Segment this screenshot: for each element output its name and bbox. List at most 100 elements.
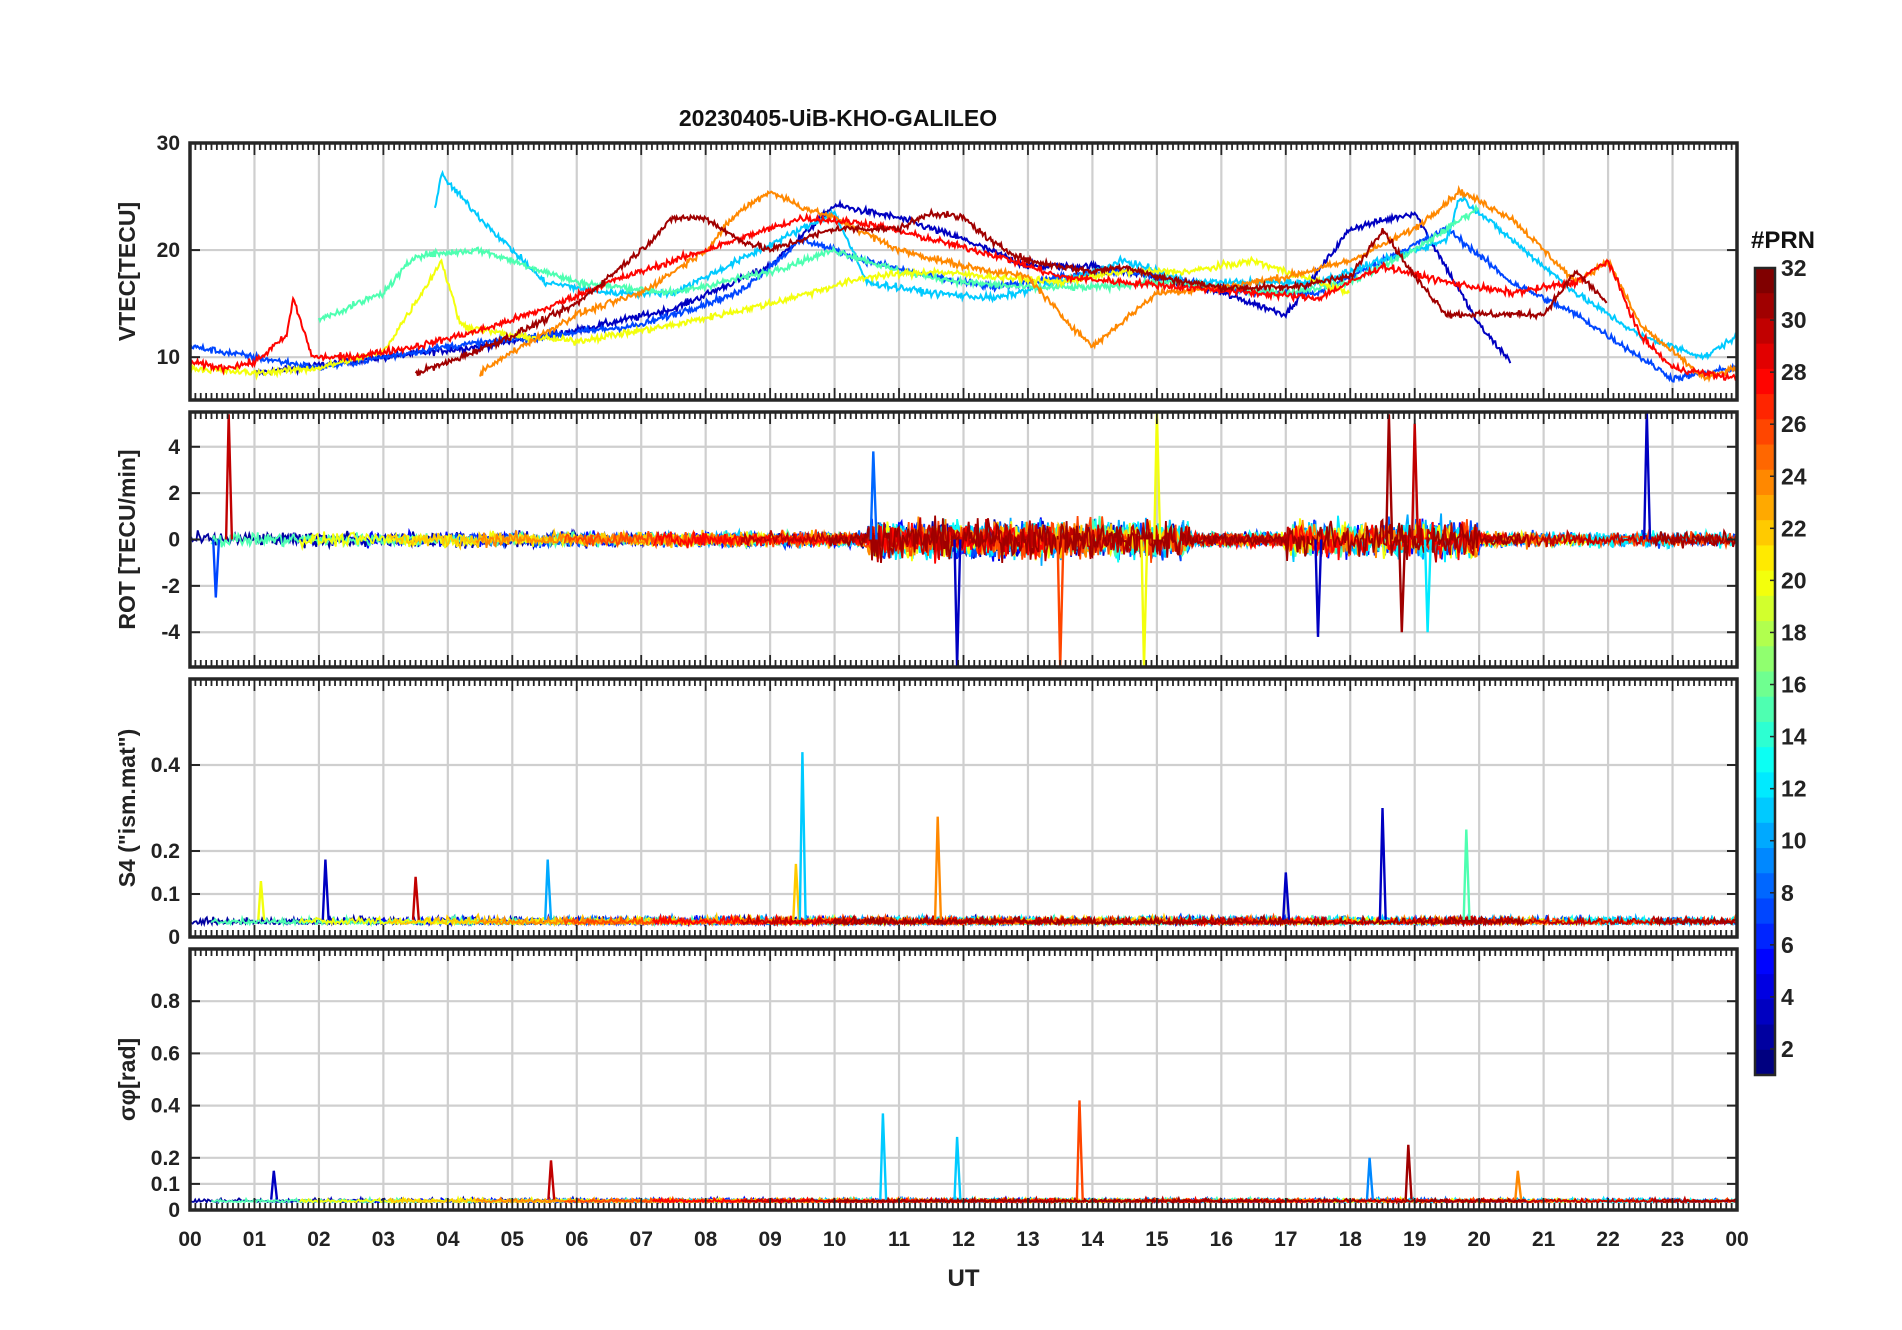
x-tick-label: 17 [1274, 1228, 1297, 1251]
colorbar-cell [1755, 646, 1775, 673]
y-axis-label: σφ[rad] [114, 1038, 140, 1121]
x-tick-label: 03 [372, 1228, 395, 1251]
colorbar-tick-label: 18 [1781, 619, 1807, 645]
x-tick-label: 23 [1661, 1228, 1684, 1251]
spike-prn-24 [933, 816, 943, 920]
colorbar-tick-label: 16 [1781, 672, 1807, 698]
tick-marks [189, 679, 1738, 938]
tick-marks [189, 142, 1738, 400]
y-tick-label: 0.2 [151, 840, 180, 863]
colorbar-cell [1755, 848, 1775, 874]
y-axis-label: VTEC[TECU] [114, 202, 140, 341]
colorbar-cell [1755, 520, 1775, 547]
y-axis-label: ROT [TECU/min] [114, 449, 140, 629]
spike-prn-10 [544, 859, 553, 920]
colorbar-cell [1755, 671, 1775, 698]
series-group [190, 752, 1737, 928]
y-tick-label: 0 [168, 926, 180, 949]
y-tick-label: 0.8 [151, 990, 181, 1013]
y-tick-label: 0.4 [151, 754, 181, 777]
y-tick-label: 0 [168, 1199, 180, 1222]
tick-marks [189, 949, 1738, 1211]
spike-prn-26 [1056, 539, 1065, 667]
colorbar-cell [1755, 268, 1775, 294]
y-tick-label: 0.1 [151, 1173, 181, 1196]
y-tick-label: 20 [157, 239, 180, 262]
colorbar-tick-label: 32 [1781, 255, 1807, 281]
colorbar-cell [1755, 494, 1775, 521]
colorbar-cell [1755, 419, 1775, 446]
colorbar-cell [1755, 293, 1775, 320]
spike-prn-9 [1365, 1157, 1374, 1200]
spike-prn-31 [1385, 414, 1394, 540]
series-group [190, 169, 1737, 383]
colorbar-cell [1755, 999, 1775, 1026]
colorbar-frame [1753, 266, 1777, 1077]
spike-prn-22 [792, 863, 801, 920]
colorbar-tick-label: 6 [1781, 932, 1794, 958]
panel-2: -4 -2 0 2 4 ROT [TECU/min] [114, 410, 1739, 669]
colorbar-cell [1755, 747, 1775, 773]
colorbar-cell [1755, 318, 1775, 345]
x-tick-label: 09 [758, 1228, 781, 1251]
y-tick-label: 0.2 [151, 1147, 180, 1170]
y-tick-label: 0.4 [151, 1095, 181, 1118]
x-tick-label: 12 [952, 1228, 975, 1251]
x-tick-label: 01 [243, 1228, 267, 1251]
spike-prn-11 [879, 1113, 888, 1200]
spike-prn-20 [1153, 412, 1162, 540]
spike-prn-20 [1140, 539, 1149, 667]
colorbar-tick-label: 22 [1781, 515, 1807, 541]
series-prn-31 [414, 207, 1608, 377]
spike-prn-3 [1643, 412, 1652, 540]
y-tick-label: 30 [157, 132, 180, 155]
spike-prn-30 [411, 876, 420, 920]
series-prn-28 [190, 212, 1737, 381]
spike-prn-3 [1314, 539, 1323, 637]
colorbar-cell [1755, 923, 1775, 950]
spike-prn-12 [1423, 539, 1432, 633]
series-prn-31 [828, 515, 1737, 563]
grid [190, 949, 1737, 1210]
colorbar-cell [1755, 797, 1775, 824]
series-prn-31 [829, 913, 1737, 928]
spike-prn-3 [953, 539, 962, 667]
x-tick-label: 06 [565, 1228, 588, 1251]
x-axis-label: UT [948, 1265, 980, 1292]
x-tick-label: 13 [1016, 1228, 1039, 1251]
colorbar-tick-label: 24 [1781, 463, 1807, 489]
colorbar-tick-label: 20 [1781, 567, 1807, 593]
colorbar-cell [1755, 772, 1775, 799]
colorbar-tick-label: 26 [1781, 411, 1807, 437]
chart-title: 20230405-UiB-KHO-GALILEO [679, 105, 997, 131]
x-tick-label: 11 [888, 1228, 911, 1251]
colorbar-cell [1755, 721, 1775, 748]
series-prn-20 [190, 255, 1351, 381]
x-tick-label: 04 [436, 1228, 460, 1251]
x-tick-label: 22 [1596, 1228, 1619, 1251]
x-tick-label: 08 [694, 1228, 718, 1251]
spike-prn-3 [270, 1170, 279, 1200]
y-tick-label: -4 [161, 621, 180, 644]
colorbar-tick-label: 14 [1781, 724, 1807, 750]
spike-prn-24 [1514, 1170, 1523, 1200]
colorbar-cell [1755, 1049, 1775, 1076]
panel-1: 10 20 30 VTEC[TECU] [114, 132, 1739, 402]
spike-prn-31 [1398, 539, 1407, 633]
series-prn-24 [479, 184, 1737, 383]
colorbar-cell [1755, 343, 1775, 370]
y-axis-label: S4 ("ism.mat") [114, 729, 140, 888]
y-tick-label: 4 [168, 436, 180, 459]
colorbar-tick-label: 2 [1781, 1036, 1794, 1062]
colorbar-cell [1755, 948, 1775, 975]
y-tick-label: 10 [157, 346, 180, 369]
colorbar-cell [1755, 595, 1775, 622]
y-tick-label: 2 [168, 482, 180, 505]
spike-prn-3 [1282, 872, 1291, 920]
colorbar-cell [1755, 570, 1775, 597]
x-tick-label: 16 [1210, 1228, 1233, 1251]
spike-prn-11 [798, 752, 807, 920]
colorbar-tick-label: 10 [1781, 828, 1807, 854]
panel-3: 0 0.1 0.2 0.4 S4 ("ism.mat") [114, 677, 1739, 949]
series-group [190, 412, 1737, 667]
